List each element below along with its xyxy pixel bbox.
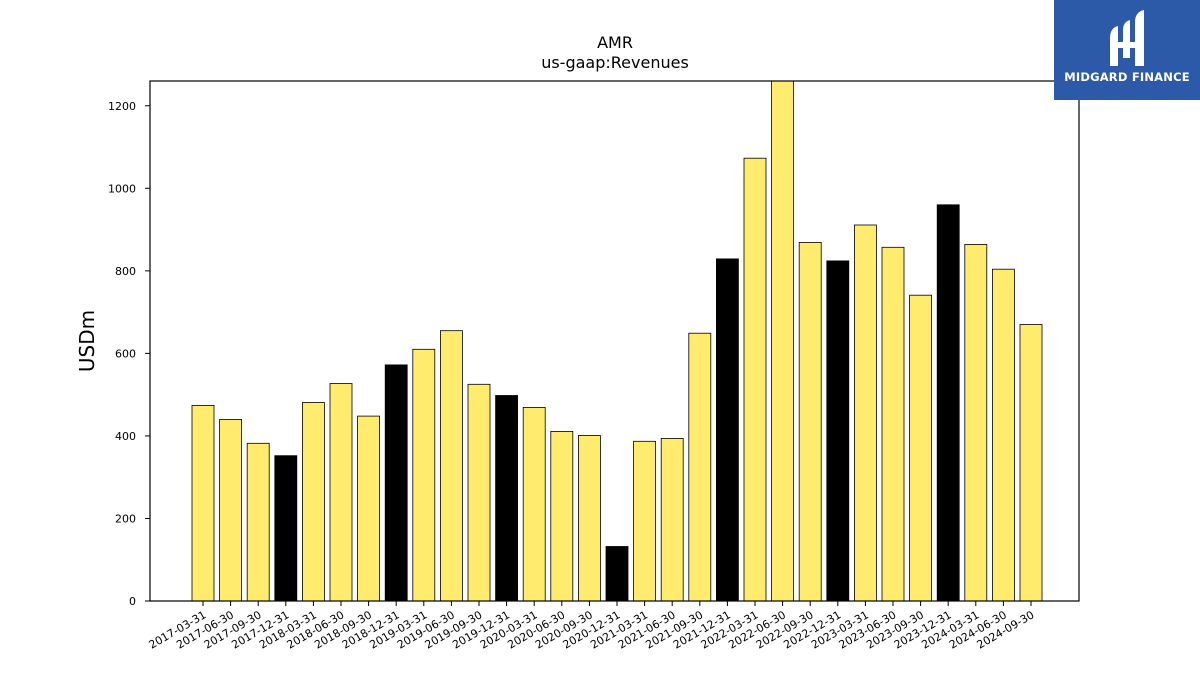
bar-2024-09-30	[1019, 324, 1043, 602]
bar-2023-06-30	[881, 246, 905, 602]
chart-subtitle: us-gaap:Revenues	[541, 53, 689, 72]
midgard-finance-logo: MIDGARD FINANCE	[1054, 0, 1200, 100]
bar-2021-03-31	[633, 440, 656, 602]
bar-2020-03-31	[522, 406, 546, 602]
bar-2022-12-31	[826, 260, 850, 602]
bar-2021-06-30	[660, 437, 684, 602]
bar-2023-12-31	[936, 204, 960, 602]
bar-2020-12-31	[605, 546, 629, 602]
plot-frame	[149, 80, 1080, 602]
y-tick-label: 1200	[108, 100, 136, 113]
bar-2021-12-31	[716, 258, 739, 602]
bar-2018-12-31	[384, 364, 408, 602]
bar-2017-12-31	[274, 455, 298, 602]
logo-text: MIDGARD FINANCE	[1064, 70, 1190, 84]
bar-2019-12-31	[495, 395, 519, 602]
bar-2018-06-30	[329, 383, 353, 602]
bar-2023-09-30	[909, 294, 932, 602]
y-tick-label: 1000	[108, 182, 136, 195]
y-tick-label: 400	[115, 430, 136, 443]
bar-2018-03-31	[301, 402, 325, 602]
bar-2022-09-30	[798, 241, 822, 602]
bar-2018-09-30	[357, 415, 381, 602]
y-axis-label: USDm	[75, 310, 99, 372]
y-ticks-group: 0 200 400 600 800 1000 1200	[108, 100, 150, 608]
y-tick-label: 800	[115, 265, 136, 278]
x-ticks-group: 2017-03-312017-06-302017-09-302017-12-31…	[147, 601, 1037, 652]
bar-2020-09-30	[578, 435, 601, 602]
y-tick-label: 0	[129, 595, 136, 608]
bar-2019-03-31	[412, 348, 436, 602]
chart-title: AMR	[597, 33, 633, 52]
bar-2022-03-31	[743, 157, 767, 602]
bar-2017-06-30	[219, 418, 243, 602]
bar-2022-06-30	[771, 80, 794, 602]
bar-2017-03-31	[191, 404, 215, 602]
bar-2024-03-31	[964, 243, 988, 602]
y-tick-label: 200	[115, 512, 136, 525]
bar-2021-09-30	[688, 332, 712, 602]
midgard-logo-mark-icon	[1110, 10, 1144, 66]
bar-2023-03-31	[854, 224, 877, 602]
bar-2024-06-30	[992, 268, 1015, 602]
y-tick-label: 600	[115, 347, 136, 360]
bar-2019-06-30	[439, 330, 463, 602]
bar-2020-06-30	[550, 430, 574, 602]
bar-2017-09-30	[246, 442, 270, 602]
bar-2019-09-30	[467, 383, 491, 602]
bars-group	[191, 80, 1043, 602]
